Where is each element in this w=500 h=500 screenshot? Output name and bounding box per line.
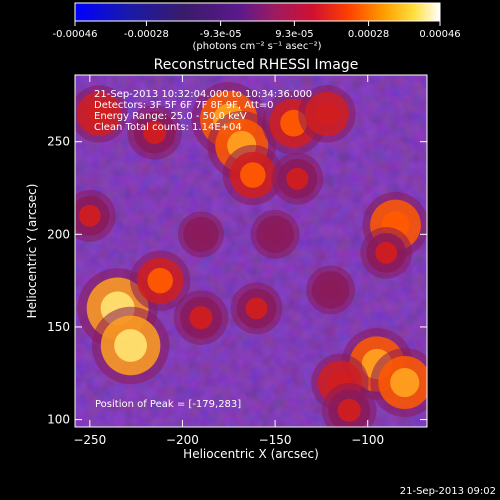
heat-region-core	[143, 120, 167, 144]
peak-label: Position of Peak = [-179,283]	[95, 399, 241, 410]
heat-region-core	[191, 224, 211, 245]
y-tick-label: 250	[47, 135, 70, 149]
heat-region-core	[189, 306, 213, 330]
heat-region-core	[390, 367, 420, 398]
colorbar-gradient	[74, 2, 441, 22]
heat-region-core	[240, 162, 266, 188]
y-tick-label: 100	[47, 413, 70, 427]
x-tick-label: −250	[73, 433, 106, 447]
colorbar-tick-label: 9.3e-05	[275, 29, 313, 40]
colorbar-tick-label: 0.00046	[419, 29, 460, 40]
y-tick-label: 200	[47, 227, 70, 241]
chart-title: Reconstructed RHESSI Image	[154, 57, 359, 73]
info-line: 21-Sep-2013 10:32:04.000 to 10:34:36.000	[94, 89, 312, 100]
heat-region-core	[245, 297, 268, 320]
heat-region-core	[264, 223, 286, 245]
colorbar-tick-label: -0.00046	[53, 29, 98, 40]
info-line: Detectors: 3F 5F 6F 7F 8F 9F, Att=0	[94, 100, 274, 111]
colorbar-tick-label: -9.3e-05	[200, 29, 242, 40]
x-tick-label: −200	[166, 433, 199, 447]
x-tick-label: −150	[259, 433, 292, 447]
heat-region-core	[114, 329, 147, 362]
heat-region-core	[320, 279, 342, 301]
heat-region-core	[78, 204, 101, 227]
colorbar-tick-label: 0.00028	[348, 29, 389, 40]
colorbar-tick-label: -0.00028	[124, 29, 169, 40]
heat-region-core	[86, 101, 112, 127]
colorbar: -0.00046 -0.00028 -9.3e-05 9.3e-05 0.00028 0.…	[53, 2, 461, 52]
info-line: Clean Total counts: 1.14E+04	[94, 122, 242, 133]
heat-region-core	[375, 241, 398, 264]
x-tick-label: −100	[351, 433, 384, 447]
y-tick-label: 150	[47, 320, 70, 334]
heat-region-core	[337, 398, 361, 422]
info-line: Energy Range: 25.0 - 50.0 keV	[94, 111, 247, 122]
heat-region-core	[147, 267, 173, 294]
colorbar-unit-label: (photons cm⁻² s⁻¹ asec⁻²)	[192, 41, 321, 52]
y-axis-label: Heliocentric Y (arcsec)	[25, 184, 39, 319]
plot-frame	[74, 74, 428, 428]
heat-region-core	[314, 101, 340, 127]
plot-area: −250 −200 −150 −100 100 150 200 250 21-Sep-2013…	[47, 74, 428, 447]
footer-timestamp: 21-Sep-2013 09:02	[400, 486, 496, 497]
x-axis-label: Heliocentric X (arcsec)	[183, 447, 319, 461]
heat-region-core	[286, 167, 309, 190]
